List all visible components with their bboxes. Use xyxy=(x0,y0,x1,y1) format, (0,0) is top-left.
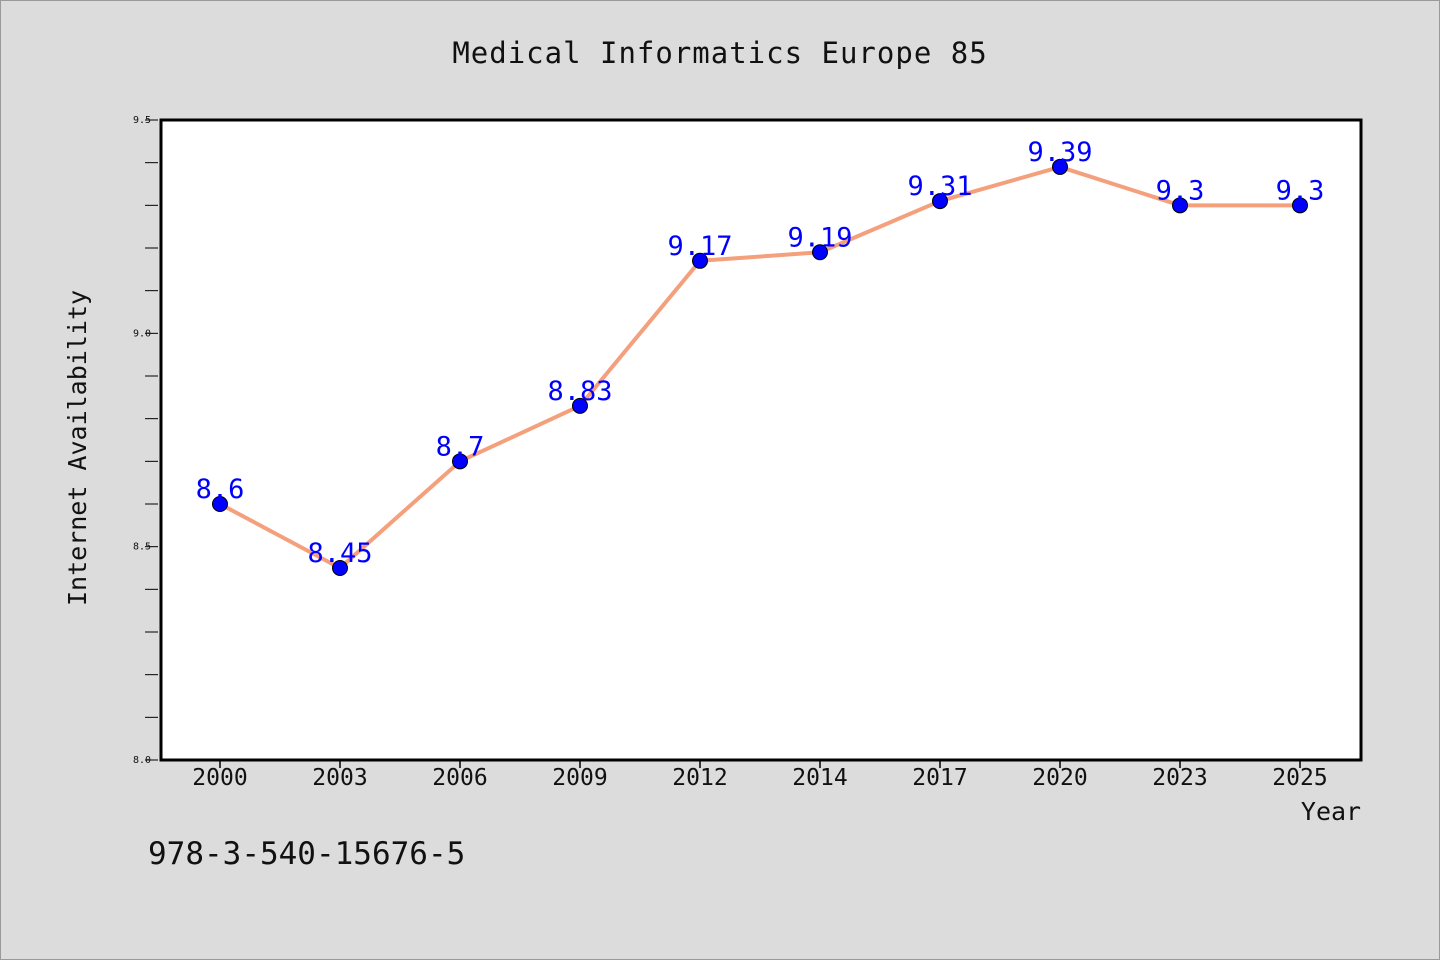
x-tick-label: 2009 xyxy=(552,765,607,791)
x-axis-ticks: 2000 2003 2006 2009 2012 2014 2017 2020 2023 2025 xyxy=(192,760,1328,791)
y-tick-label: 9.5 xyxy=(133,115,151,126)
data-point xyxy=(1052,158,1068,175)
plot-area xyxy=(161,120,1361,760)
data-point xyxy=(812,244,828,261)
series-line xyxy=(218,164,1302,570)
data-label: 9.31 xyxy=(907,171,972,202)
data-label: 9.17 xyxy=(667,231,732,262)
data-label: 8.6 xyxy=(196,474,245,505)
data-point xyxy=(1172,197,1188,214)
y-tick-label: 9.0 xyxy=(133,328,151,339)
data-point xyxy=(212,496,228,512)
y-axis-label: Internet Availability xyxy=(63,290,92,606)
series-lines xyxy=(218,164,1302,570)
x-tick-label: 2000 xyxy=(192,765,247,791)
chart-title: Medical Informatics Europe 85 xyxy=(452,36,987,70)
data-point xyxy=(332,560,348,576)
data-label: 9.3 xyxy=(1276,175,1325,206)
data-label: 9.3 xyxy=(1156,175,1205,206)
series-markers xyxy=(212,158,1308,576)
data-point xyxy=(572,397,588,414)
data-label: 8.7 xyxy=(436,431,485,462)
data-label: 9.19 xyxy=(787,222,852,253)
y-tick-label: 8.5 xyxy=(133,542,151,553)
data-point xyxy=(932,193,948,210)
data-point xyxy=(452,453,468,470)
x-tick-label: 2003 xyxy=(312,765,367,791)
x-tick-label: 2012 xyxy=(672,765,727,791)
x-tick-label: 2006 xyxy=(432,765,487,791)
x-tick-label: 2023 xyxy=(1152,765,1207,791)
x-tick-label: 2017 xyxy=(912,765,967,791)
data-point xyxy=(692,252,708,269)
y-axis-ticks: 8.0 8.5 9.0 9.5 xyxy=(133,115,151,766)
x-tick-label: 2025 xyxy=(1272,765,1327,791)
data-label: 8.45 xyxy=(307,538,372,569)
data-label: 9.39 xyxy=(1027,137,1092,168)
x-tick-label: 2014 xyxy=(792,765,847,791)
data-label: 8.83 xyxy=(547,376,612,407)
isbn-footnote: 978-3-540-15676-5 xyxy=(148,836,465,872)
plot-frame xyxy=(159,118,1363,762)
x-axis-label: Year xyxy=(1301,797,1361,826)
y-minor-ticks xyxy=(145,119,158,761)
data-labels: 8.6 8.45 8.7 8.83 9.17 9.19 9.31 9.39 9.3 9.3 xyxy=(196,137,1325,569)
y-tick-label: 8.0 xyxy=(133,755,151,766)
x-tick-label: 2020 xyxy=(1032,765,1087,791)
data-point xyxy=(1292,197,1308,214)
